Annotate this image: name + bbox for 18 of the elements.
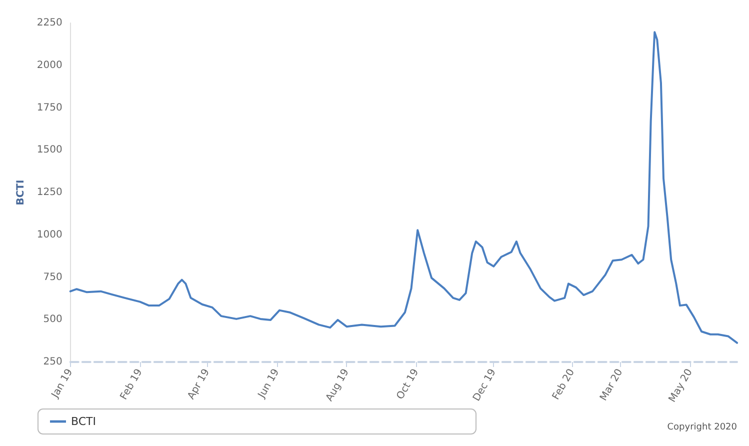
legend-label: BCTI	[71, 415, 96, 428]
x-tick-label: Feb 20	[550, 367, 577, 402]
y-axis-title: BCTI	[16, 180, 26, 206]
x-tick-label: Jun 19	[256, 367, 282, 401]
y-tick-label: 1500	[36, 144, 62, 156]
y-tick-label: 750	[43, 272, 62, 283]
y-tick-label: 1000	[36, 229, 62, 240]
line-series	[69, 31, 738, 344]
y-tick-label: 1250	[36, 187, 62, 198]
y-tick-label: 250	[43, 356, 62, 368]
y-tick-label: 1750	[36, 102, 62, 114]
y-tick-label: 2000	[36, 60, 62, 71]
x-tick-label: Feb 19	[118, 367, 145, 402]
text: Copyright 2020	[667, 422, 738, 432]
x-tick-label: Oct 19	[395, 367, 422, 402]
y-tick-label: 2250	[36, 18, 62, 28]
x-tick-label: Jan 19	[49, 367, 76, 401]
y-tick-label: 500	[43, 314, 62, 326]
